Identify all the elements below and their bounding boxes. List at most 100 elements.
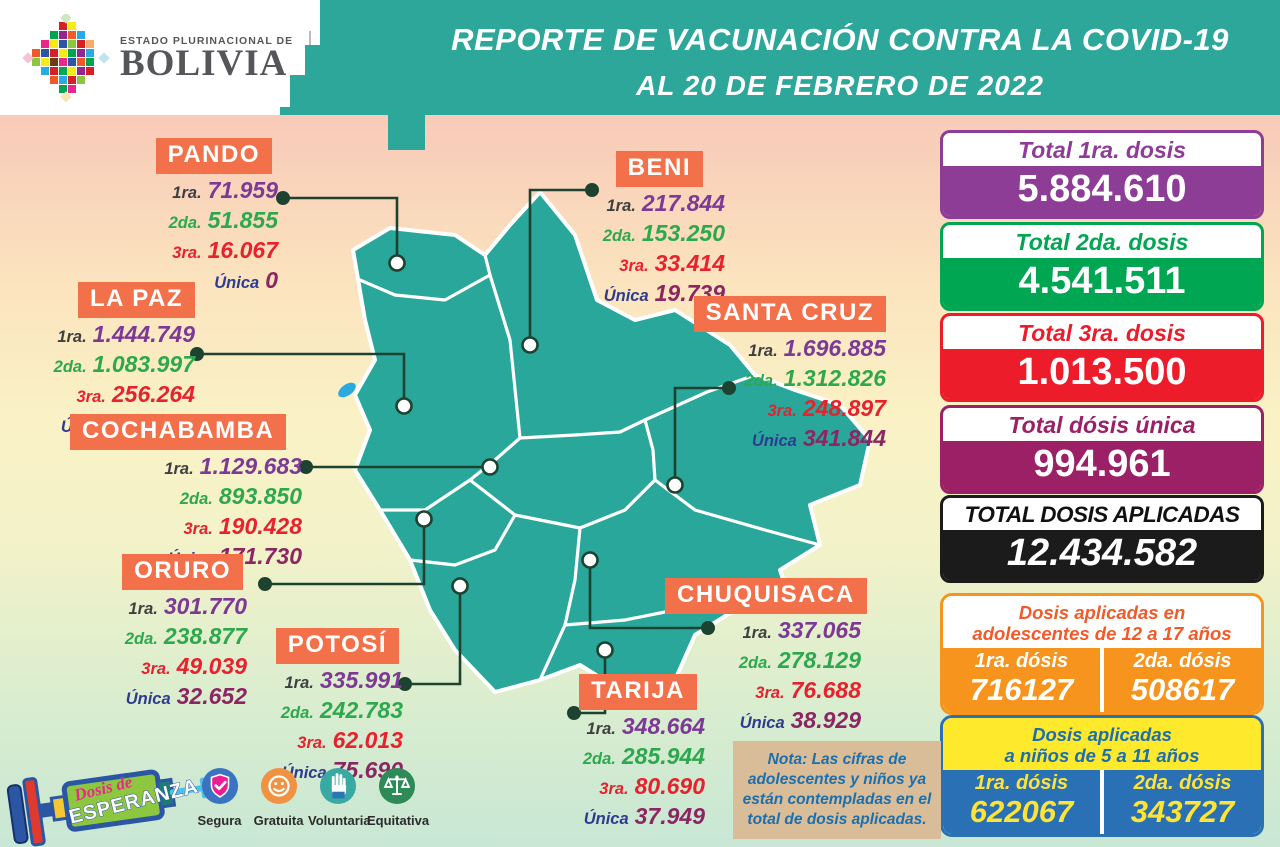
dept-cochabamba: COCHABAMBA 1ra. 1.129.683 2da. 893.850 3ra… (70, 414, 302, 573)
note-prefix: Nota: (767, 751, 808, 768)
map-marker-lapaz (395, 397, 413, 415)
dose-row-3ra: 3ra. 80.690 (599, 773, 705, 799)
principle-equitativa: Equitativa (367, 767, 429, 828)
report-date: AL 20 DE FEBRERO DE 2022 (636, 70, 1044, 101)
dose-row-3ra: 3ra. 248.897 (767, 395, 887, 421)
total-card-aplicadas: TOTAL DOSIS APLICADAS 12.434.582 (940, 495, 1264, 583)
dose-row-2da: 2da. 51.855 (168, 207, 278, 233)
syringe-plunger-handle (6, 784, 29, 845)
dose-row-3ra: 3ra. 256.264 (76, 381, 196, 407)
dose-row-3ra: 3ra. 62.013 (297, 727, 403, 753)
map-marker-chuquisaca (581, 551, 599, 569)
dose-row-1ra: 1ra. 71.959 (172, 177, 278, 203)
dept-label-lapaz: LA PAZ (78, 282, 195, 318)
border-cocha-south (468, 478, 657, 530)
dose-row-1ra: 1ra. 335.991 (284, 667, 404, 693)
note-body: Las cifras de adolescentes y niños ya es… (742, 751, 932, 828)
map-marker-potosi (451, 577, 469, 595)
dose-row-1ra: 1ra. 348.664 (586, 713, 706, 739)
syringe-connector (38, 802, 55, 818)
dept-tarija: TARIJA 1ra. 348.664 2da. 285.944 3ra. 80.69… (555, 674, 705, 833)
dept-beni: BENI 1ra. 217.844 2da. 153.250 3ra. 33.414 … (580, 151, 725, 310)
dose-row-2da: 2da. 242.783 (280, 697, 403, 723)
map-marker-tarija (596, 641, 614, 659)
dose-row-unica: Única 341.844 (751, 425, 886, 451)
syringe-needle (169, 784, 207, 796)
total-card-title: Total 1ra. dosis (1018, 137, 1186, 163)
dept-santacruz: SANTA CRUZ 1ra. 1.696.885 2da. 1.312.826 3… (690, 296, 886, 455)
dose-row-2da: 2da. 285.944 (582, 743, 705, 769)
principles-row: Segura Gratuita Voluntaria (190, 767, 429, 828)
dept-label-potosi: POTOSÍ (275, 628, 399, 664)
dept-label-santacruz: SANTA CRUZ (693, 296, 886, 332)
dept-label-oruro: ORURO (122, 554, 243, 590)
total-card-title: TOTAL DOSIS APLICADAS (964, 502, 1240, 527)
border-potosi-east (538, 526, 582, 682)
age-card-adolescentes: Dosis aplicadas en adolescentes de 12 a … (940, 593, 1264, 715)
dose-row-1ra: 1ra. 217.844 (606, 190, 726, 216)
border-lapaz-oruro (378, 478, 472, 512)
total-card-1ra: Total 1ra. dosis 5.884.610 (940, 130, 1264, 219)
age-cell-2da: 2da. dósis 508617 (1104, 648, 1261, 712)
dept-oruro: ORURO 1ra. 301.770 2da. 238.877 3ra. 49.039… (95, 554, 247, 713)
dept-label-tarija: TARIJA (579, 674, 697, 710)
org-small: ESTADO PLURINACIONAL DE (120, 35, 294, 47)
total-card-3ra: Total 3ra. dosis 1.013.500 (940, 313, 1264, 402)
total-card-value: 12.434.582 (943, 530, 1261, 580)
dose-row-3ra: 3ra. 16.067 (172, 237, 278, 263)
dose-row-1ra: 1ra. 301.770 (128, 593, 248, 619)
dose-row-unica: Única 37.949 (583, 803, 705, 829)
border-santacruz-chuquisaca (653, 478, 822, 547)
dose-row-1ra: 1ra. 1.696.885 (748, 335, 886, 361)
principle-segura: Segura (190, 767, 249, 828)
dose-row-unica: Única 38.929 (739, 707, 861, 733)
map-marker-cochabamba (481, 458, 499, 476)
principle-gratuita: Gratuita (249, 767, 308, 828)
lake-titicaca (338, 382, 356, 398)
age-cell-1ra: 1ra. dósis 622067 (943, 770, 1100, 834)
age-cell-1ra: 1ra. dósis 716127 (943, 648, 1100, 712)
dose-row-2da: 2da. 238.877 (124, 623, 247, 649)
raised-hand-icon (319, 767, 356, 805)
dose-row-1ra: 1ra. 1.129.683 (164, 453, 302, 479)
map-marker-oruro (415, 510, 433, 528)
total-card-unica: Total dósis única 994.961 (940, 405, 1264, 494)
dose-row-3ra: 3ra. 33.414 (619, 250, 725, 276)
dept-potosi: POTOSÍ 1ra. 335.991 2da. 242.783 3ra. 62.01… (255, 628, 403, 787)
border-lapaz-beni (488, 273, 522, 440)
map-marker-pando (388, 254, 406, 272)
total-card-title: Total dósis única (1008, 412, 1196, 438)
total-card-2da: Total 2da. dosis 4.541.511 (940, 222, 1264, 311)
map-marker-beni (521, 336, 539, 354)
age-cell-2da: 2da. dósis 343727 (1104, 770, 1261, 834)
shield-icon (201, 767, 238, 805)
dose-row-3ra: 3ra. 190.428 (183, 513, 303, 539)
border-lapaz-cocha (468, 436, 522, 482)
total-card-value: 5.884.610 (943, 166, 1261, 216)
total-card-title: Total 3ra. dosis (1018, 320, 1186, 346)
esperanza-syringe: Dosis de ESPERANZA (1, 730, 219, 847)
title-banner: REPORTE DE VACUNACIÓN CONTRA LA COVID-19… (280, 0, 1280, 150)
dept-pando: PANDO 1ra. 71.959 2da. 51.855 3ra. 16.067 Ú… (93, 138, 278, 297)
dose-row-unica: Única 0 (214, 267, 278, 293)
note-box: Nota: Las cifras de adolescentes y niños… (733, 741, 941, 839)
map-marker-santacruz (666, 476, 684, 494)
age-card-title: Dosis aplicadas en adolescentes de 12 a … (943, 596, 1261, 648)
age-card-ninos: Dosis aplicadas a niños de 5 a 11 años 1… (940, 715, 1264, 837)
report-title: REPORTE DE VACUNACIÓN CONTRA LA COVID-19 (451, 22, 1229, 57)
dose-row-unica: Única 32.652 (125, 683, 247, 709)
total-card-value: 1.013.500 (943, 349, 1261, 399)
dose-row-3ra: 3ra. 49.039 (141, 653, 247, 679)
dose-row-2da: 2da. 1.083.997 (53, 351, 195, 377)
dept-label-pando: PANDO (155, 138, 272, 174)
dose-row-2da: 2da. 153.250 (602, 220, 725, 246)
principle-voluntaria: Voluntaria (308, 767, 371, 828)
dose-row-1ra: 1ra. 1.444.749 (57, 321, 195, 347)
dose-row-1ra: 1ra. 337.065 (742, 617, 862, 643)
dose-row-2da: 2da. 893.850 (179, 483, 302, 509)
dose-row-2da: 2da. 1.312.826 (744, 365, 886, 391)
total-card-value: 994.961 (943, 441, 1261, 491)
dept-label-chuquisaca: CHUQUISACA (665, 578, 867, 614)
dept-label-cochabamba: COCHABAMBA (70, 414, 287, 450)
